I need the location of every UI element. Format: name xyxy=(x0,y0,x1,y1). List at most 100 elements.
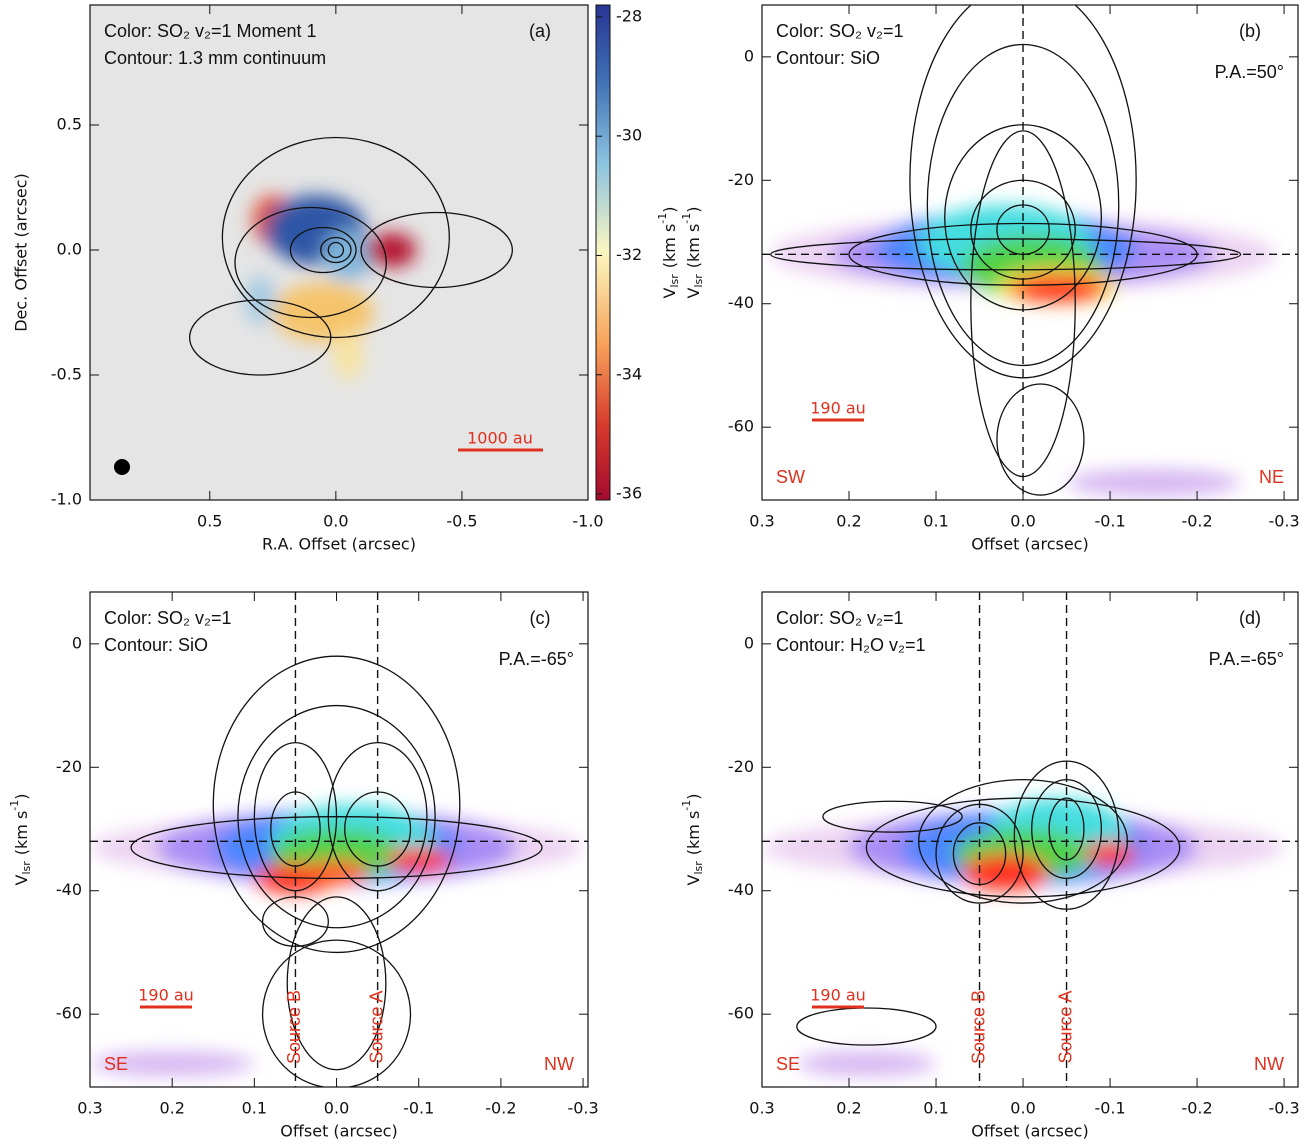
y-tick-label: -60 xyxy=(728,1004,754,1023)
plot-frame xyxy=(761,4,1299,501)
annotation: Color: SO₂ v₂=1 xyxy=(776,608,904,628)
contour xyxy=(261,939,412,1087)
x-tick-label: -0.2 xyxy=(1181,512,1212,531)
x-tick-label: -1.0 xyxy=(572,512,603,531)
label-symbol: V xyxy=(684,875,703,886)
x-axis-label: Offset (arcsec) xyxy=(971,1122,1088,1141)
x-axis-label: Offset (arcsec) xyxy=(280,1122,397,1141)
x-tick-label: -0.3 xyxy=(567,1099,598,1118)
annotation: Color: SO₂ v₂=1 xyxy=(776,21,904,41)
contour xyxy=(234,206,387,319)
source-label: Source B xyxy=(284,990,304,1064)
y-tick-label: 0.5 xyxy=(57,115,82,134)
label-sub: lsr xyxy=(692,861,705,875)
contour xyxy=(360,211,514,289)
y-tick-label: 0 xyxy=(744,633,754,652)
contour xyxy=(327,241,345,259)
colorbar-tick-label: -32 xyxy=(616,245,642,264)
x-tick-label: 0.5 xyxy=(197,512,222,531)
scale-bar-label: 190 au xyxy=(810,986,866,1005)
x-tick-label: -0.2 xyxy=(485,1099,516,1118)
label-sup: -1 xyxy=(656,213,669,224)
y-tick-label: 0 xyxy=(744,46,754,65)
plot-frame xyxy=(761,591,1299,1088)
x-axis-label: R.A. Offset (arcsec) xyxy=(262,535,416,554)
source-label: Source B xyxy=(968,990,988,1064)
contour xyxy=(909,5,1137,379)
y-axis-label: Dec. Offset (arcsec) xyxy=(12,173,31,332)
beam xyxy=(114,459,130,475)
y-tick-label: 0 xyxy=(72,633,82,652)
contour xyxy=(237,704,436,929)
plot-frame xyxy=(89,4,589,501)
label-unit: (km s xyxy=(684,224,703,269)
position-angle: P.A.=-65° xyxy=(1209,649,1284,669)
direction-label: NW xyxy=(1254,1054,1284,1074)
label-sup: -1 xyxy=(680,800,693,811)
x-tick-label: 0.2 xyxy=(836,1099,861,1118)
annotation: Color: SO₂ v₂=1 Moment 1 xyxy=(104,21,317,41)
plot-area xyxy=(90,592,588,1087)
annotation: Contour: 1.3 mm continuum xyxy=(104,48,326,68)
y-tick-label: -0.5 xyxy=(51,365,82,384)
emission-blob xyxy=(1066,469,1241,497)
direction-label: SW xyxy=(776,467,805,487)
label-sub: lsr xyxy=(668,274,681,288)
label-close: ) xyxy=(684,794,703,800)
x-tick-label: -0.3 xyxy=(1268,512,1299,531)
scale-bar-label: 190 au xyxy=(138,986,194,1005)
contour xyxy=(130,816,543,880)
contour xyxy=(865,797,1181,898)
emission-blob xyxy=(796,1051,937,1076)
contour xyxy=(320,236,352,264)
direction-label: SE xyxy=(104,1054,128,1074)
panel-label: (d) xyxy=(1239,608,1261,628)
emission-blob xyxy=(1009,274,1106,303)
scale-bar-label: 190 au xyxy=(810,399,866,418)
emission-blob xyxy=(90,1051,255,1076)
emission-blob xyxy=(366,232,417,268)
axis-label: Vlsr (km s-1) xyxy=(656,207,681,299)
axis-label: Vlsr (km s-1) xyxy=(8,794,33,886)
label-symbol: V xyxy=(12,875,31,886)
plot-area xyxy=(762,592,1298,1087)
label-unit: (km s xyxy=(684,811,703,856)
label-sup: -1 xyxy=(8,800,21,811)
y-tick-label: -20 xyxy=(56,757,82,776)
emission-blob xyxy=(303,859,370,885)
colorbar-tick-label: -30 xyxy=(616,126,642,145)
y-tick-label: -40 xyxy=(728,293,754,312)
direction-label: SE xyxy=(776,1054,800,1074)
x-tick-label: -0.2 xyxy=(1181,1099,1212,1118)
plot-area xyxy=(90,5,588,500)
x-tick-label: 0.2 xyxy=(836,512,861,531)
x-tick-label: 0.2 xyxy=(159,1099,184,1118)
y-tick-label: -20 xyxy=(728,757,754,776)
direction-label: NW xyxy=(544,1054,574,1074)
label-sub: lsr xyxy=(692,274,705,288)
label-close: ) xyxy=(12,794,31,800)
x-tick-label: 0.0 xyxy=(1010,1099,1035,1118)
label-close: ) xyxy=(684,207,703,213)
x-tick-label: 0.1 xyxy=(242,1099,267,1118)
y-tick-label: -60 xyxy=(56,1004,82,1023)
contour xyxy=(770,238,1242,271)
position-angle: P.A.=50° xyxy=(1215,62,1284,82)
contour xyxy=(221,136,450,339)
x-tick-label: 0.3 xyxy=(749,1099,774,1118)
y-tick-label: -40 xyxy=(56,880,82,899)
y-tick-label: -1.0 xyxy=(51,490,82,509)
position-angle: P.A.=-65° xyxy=(499,649,574,669)
annotation: Contour: H₂O v₂=1 xyxy=(776,635,926,655)
plot-frame xyxy=(89,591,589,1088)
x-tick-label: -0.1 xyxy=(1094,1099,1125,1118)
annotation: Contour: SiO xyxy=(104,635,208,655)
label-symbol: V xyxy=(660,288,679,299)
x-tick-label: 0.1 xyxy=(923,512,948,531)
source-label: Source A xyxy=(1055,990,1075,1063)
x-tick-label: 0.3 xyxy=(77,1099,102,1118)
x-tick-label: 0.0 xyxy=(324,1099,349,1118)
x-tick-label: 0.0 xyxy=(1010,512,1035,531)
contour xyxy=(822,800,963,833)
axis-label: Vlsr (km s-1) xyxy=(680,794,705,886)
